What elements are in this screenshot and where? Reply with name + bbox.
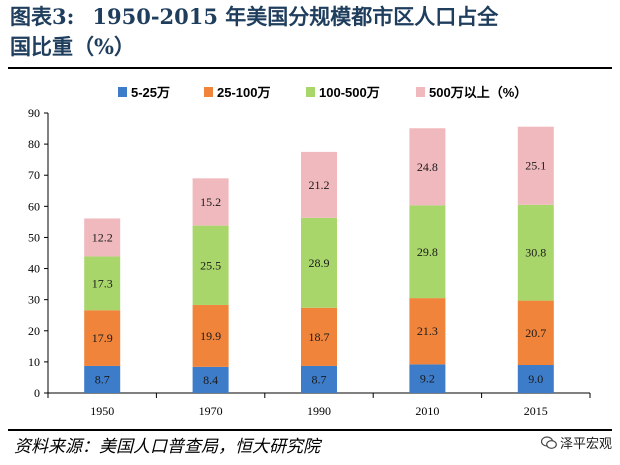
bar-segment [517,126,554,205]
legend-label: 25-100万 [217,85,270,100]
bar-segment [409,128,446,206]
bar-stack-2015: 9.0 20.7 30.8 25.1 [517,126,554,393]
data-label: 25.1 [525,159,546,173]
bar-segment [517,365,554,393]
top-rule [8,67,612,69]
data-label: 19.9 [200,329,221,343]
legend-swatch [416,87,425,97]
bar-segment [409,364,446,393]
y-tick-label: 0 [34,386,40,400]
bottom-rule [8,429,612,431]
bar-segment [517,300,554,365]
data-label: 8.7 [95,372,110,386]
data-label: 21.3 [417,324,438,338]
x-tick-label: 1970 [199,404,223,418]
title-line-1: 1950-2015 年美国分规模都市区人口占全 [92,4,499,29]
bar-segment [192,178,229,226]
data-label: 30.8 [525,246,546,260]
watermark-text: 泽平宏观 [559,437,612,452]
data-label: 17.9 [92,331,113,345]
source-note: 资料来源：美国人口普查局，恒大研究院 [14,437,320,457]
bar-segment [409,298,446,365]
y-tick-label: 40 [28,262,40,276]
bar-segment [192,225,229,305]
data-label: 9.0 [528,372,543,386]
x-tick-label: 2015 [524,404,548,418]
bar-segment [301,307,337,366]
data-label: 24.8 [417,160,438,174]
data-label: 18.7 [309,330,330,344]
figure-number: 图表3: [10,4,75,29]
bar-segment [192,366,229,393]
data-label: 8.4 [203,373,218,387]
bar-segment [84,365,121,393]
data-label: 25.5 [200,258,221,272]
data-label: 12.2 [92,230,113,244]
data-label: 20.7 [525,326,546,340]
data-label: 21.2 [309,178,330,192]
bar-segment [517,204,554,301]
y-tick-label: 30 [28,293,40,307]
bar-stack-1950: 8.7 17.9 17.3 12.2 [84,218,121,393]
chart-axes: 0 10 20 30 40 50 60 70 80 90 1950 1970 1990 2010 2015 [28,106,591,418]
title-line-2: 国比重（%） [10,34,135,59]
wechat-icon [540,435,557,449]
chart-bars: 8.7 17.9 17.3 12.2 8.4 19.9 25.5 15.2 8.7 18.7 28.… [84,126,554,393]
y-tick-label: 80 [28,137,40,151]
x-tick-label: 1990 [307,404,331,418]
bar-segment [409,205,446,299]
y-tick-label: 50 [28,230,40,244]
y-tick-label: 10 [28,355,40,369]
data-label: 15.2 [200,195,221,209]
bar-segment [301,151,337,218]
bar-segment [84,218,121,257]
data-label: 28.9 [309,256,330,270]
bar-segment [301,365,337,393]
y-tick-label: 60 [28,199,40,213]
data-label: 8.7 [312,372,327,386]
chart-title: 图表3: 1950-2015 年美国分规模都市区人口占全 国比重（%） [10,2,614,62]
legend-label: 500万以上（%） [429,85,527,100]
x-tick-label: 1950 [90,404,114,418]
bar-stack-2010: 9.2 21.3 29.8 24.8 [409,128,446,393]
data-label: 9.2 [420,372,435,386]
legend-swatch [306,87,315,97]
legend-label: 100-500万 [319,85,380,100]
data-label: 29.8 [417,245,438,259]
bar-segment [192,304,229,367]
bar-segment [301,217,337,308]
watermark: 泽平宏观 [540,433,612,452]
bar-segment [84,256,121,311]
bar-stack-1990: 8.7 18.7 28.9 21.2 [301,151,337,393]
y-tick-label: 70 [28,168,40,182]
bar-stack-1970: 8.4 19.9 25.5 15.2 [192,178,229,393]
chart-legend: 5-25万 25-100万 100-500万 500万以上（%） [118,85,527,100]
x-tick-label: 2010 [415,404,439,418]
y-tick-label: 20 [28,324,40,338]
legend-swatch [204,87,213,97]
legend-swatch [118,87,127,97]
bar-segment [84,310,121,366]
legend-label: 5-25万 [131,85,170,100]
data-label: 17.3 [92,276,113,290]
y-tick-label: 90 [28,106,40,120]
